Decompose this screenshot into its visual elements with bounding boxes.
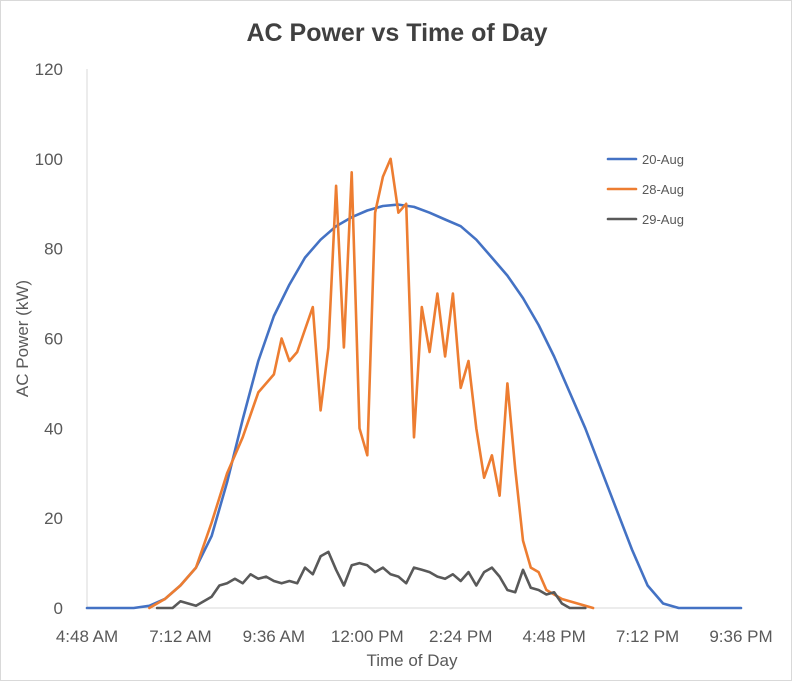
legend-label-1: 28-Aug (642, 182, 684, 197)
legend-label-0: 20-Aug (642, 152, 684, 167)
y-tick-label-2: 40 (44, 419, 63, 438)
x-tick-label-0: 4:48 AM (56, 627, 118, 646)
y-tick-label-4: 80 (44, 240, 63, 259)
x-tick-label-6: 7:12 PM (616, 627, 679, 646)
chart-title: AC Power vs Time of Day (246, 19, 548, 47)
series-line-28-aug (148, 157, 595, 610)
x-tick-label-1: 7:12 AM (149, 627, 211, 646)
y-tick-label-3: 60 (44, 330, 63, 349)
x-tick-label-5: 4:48 PM (522, 627, 585, 646)
x-tick-label-4: 2:24 PM (429, 627, 492, 646)
x-axis-title: Time of Day (366, 651, 458, 670)
x-tick-label-2: 9:36 AM (243, 627, 305, 646)
y-tick-label-6: 120 (35, 60, 63, 79)
series-line-29-aug (155, 550, 587, 610)
series-line-20-aug (85, 203, 743, 610)
y-tick-label-5: 100 (35, 150, 63, 169)
x-tick-label-7: 9:36 PM (709, 627, 772, 646)
legend-label-2: 29-Aug (642, 212, 684, 227)
y-axis-title: AC Power (kW) (13, 280, 32, 397)
y-tick-label-1: 20 (44, 509, 63, 528)
y-tick-label-0: 0 (54, 599, 63, 618)
x-tick-label-3: 12:00 PM (331, 627, 404, 646)
